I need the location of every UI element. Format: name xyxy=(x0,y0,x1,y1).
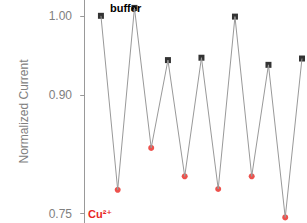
svg-text:buffer: buffer xyxy=(110,2,142,14)
svg-text:0.75: 0.75 xyxy=(49,207,73,221)
svg-text:Cu²⁺: Cu²⁺ xyxy=(88,208,112,220)
svg-text:Normalized Current: Normalized Current xyxy=(17,59,31,164)
svg-text:1.00: 1.00 xyxy=(49,9,73,23)
svg-text:0.90: 0.90 xyxy=(49,88,73,102)
